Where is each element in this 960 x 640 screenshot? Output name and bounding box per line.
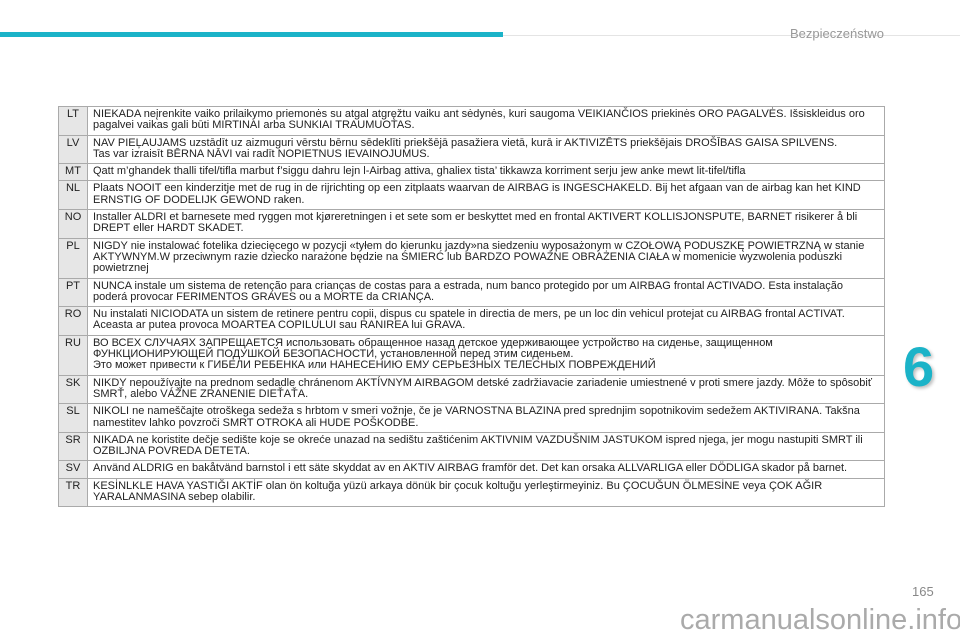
- table-row: RU ВО ВСЕХ СЛУЧАЯХ ЗАПРЕЩАЕТСЯ использова…: [58, 334, 885, 376]
- chapter-number: 6: [903, 335, 935, 398]
- table-row: SK NIKDY nepoužívajte na prednom sedadle …: [58, 374, 885, 405]
- table-row: PT NUNCA instale um sistema de retenção p…: [58, 277, 885, 308]
- table-row: TR KESİNLKLE HAVA YASTIĞI AKTİF olan ön k…: [58, 477, 885, 508]
- language-code: SK: [58, 374, 88, 405]
- header-rule: [503, 35, 960, 36]
- table-row: NL Plaats NOOIT een kinderzitje met de ru…: [58, 180, 885, 211]
- page-number: 165: [912, 584, 934, 599]
- language-code: SR: [58, 431, 88, 462]
- table-row: NO Installer ALDRI et barnesete med rygge…: [58, 209, 885, 239]
- airbag-warning-table: LT NIEKADA neįrenkite vaiko prilaikymo pr…: [58, 106, 885, 508]
- warning-text: KESİNLKLE HAVA YASTIĞI AKTİF olan ön kol…: [87, 477, 885, 508]
- language-code: SL: [58, 403, 88, 433]
- watermark: carmanualsonline.info: [680, 604, 960, 636]
- warning-text: NIKADA ne koristite dečje sedište koje s…: [87, 431, 885, 462]
- table-row: LT NIEKADA neįrenkite vaiko prilaikymo pr…: [58, 106, 885, 136]
- warning-text: NUNCA instale um sistema de retenção par…: [87, 277, 885, 308]
- section-title: Bezpieczeństwo: [790, 26, 884, 41]
- warning-text: NIGDY nie instalować fotelika dziecięceg…: [87, 237, 885, 279]
- table-row: RO Nu instalati NICIODATA un sistem de re…: [58, 306, 885, 336]
- warning-text: Plaats NOOIT een kinderzitje met de rug …: [87, 180, 885, 211]
- warning-text: NAV PIEĻAUJAMS uzstādīt uz aizmuguri vēr…: [87, 134, 885, 165]
- language-code: PL: [58, 237, 88, 279]
- language-code: NO: [58, 209, 88, 239]
- table-row: LV NAV PIEĻAUJAMS uzstādīt uz aizmuguri v…: [58, 134, 885, 165]
- language-code: RO: [58, 306, 88, 336]
- warning-text: NIEKADA neįrenkite vaiko prilaikymo prie…: [87, 106, 885, 136]
- table-row: PL NIGDY nie instalować fotelika dziecięc…: [58, 237, 885, 279]
- language-code: TR: [58, 477, 88, 508]
- table-row: SL NIKOLI ne nameščajte otroškega sedeža …: [58, 403, 885, 433]
- warning-text: NIKOLI ne nameščajte otroškega sedeža s …: [87, 403, 885, 433]
- warning-text: NIKDY nepoužívajte na prednom sedadle ch…: [87, 374, 885, 405]
- language-code: RU: [58, 334, 88, 376]
- warning-text: Qatt m’ghandek thalli tifel/tifla marbut…: [87, 163, 885, 182]
- warning-text: ВО ВСЕХ СЛУЧАЯХ ЗАПРЕЩАЕТСЯ использовать…: [87, 334, 885, 376]
- table-row: MT Qatt m’ghandek thalli tifel/tifla marb…: [58, 163, 885, 182]
- table-row: SV Använd ALDRIG en bakåtvänd barnstol i …: [58, 460, 885, 479]
- warning-text: Installer ALDRI et barnesete med ryggen …: [87, 209, 885, 239]
- language-code: NL: [58, 180, 88, 211]
- warning-text: Använd ALDRIG en bakåtvänd barnstol i et…: [87, 460, 885, 479]
- language-code: PT: [58, 277, 88, 308]
- language-code: LV: [58, 134, 88, 165]
- language-code: LT: [58, 106, 88, 136]
- warning-text: Nu instalati NICIODATA un sistem de reti…: [87, 306, 885, 336]
- table-row: SR NIKADA ne koristite dečje sedište koje…: [58, 431, 885, 462]
- language-code: SV: [58, 460, 88, 479]
- language-code: MT: [58, 163, 88, 182]
- header-accent-bar: [0, 32, 503, 37]
